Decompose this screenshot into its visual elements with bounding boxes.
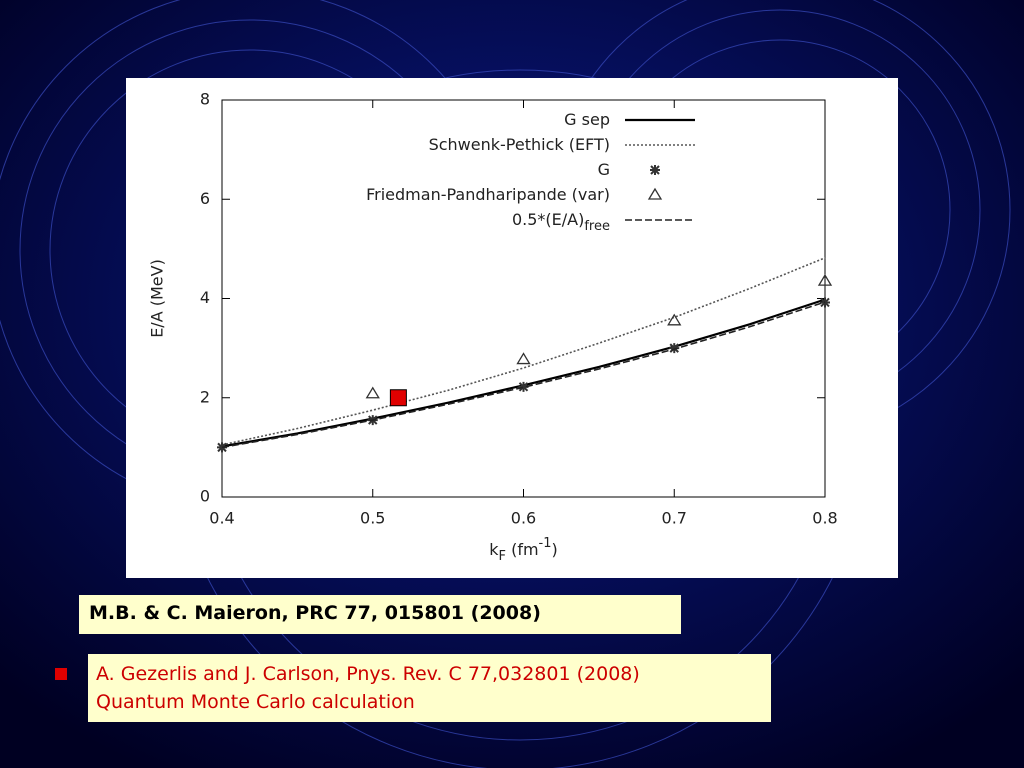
triangle-marker xyxy=(817,273,833,286)
x-tick-label: 0.8 xyxy=(812,509,837,528)
x-tick-label: 0.5 xyxy=(360,509,385,528)
chart: 0 2 4 6 8 0.4 0.5 0.6 0.7 0.8 E/A (MeV) kF (fm-1) G … xyxy=(148,90,838,564)
x-axis-title-part: k xyxy=(489,540,499,559)
legend-marker xyxy=(650,165,660,175)
y-tick-label: 6 xyxy=(200,189,210,208)
x-axis-title-part: ) xyxy=(552,540,558,559)
qmc-bullet xyxy=(55,668,67,680)
y-tick-label: 8 xyxy=(200,90,210,109)
qmc-caption-line: Quantum Monte Carlo calculation xyxy=(96,691,415,713)
x-tick-label: 0.6 xyxy=(511,509,536,528)
qmc-point xyxy=(389,389,407,407)
legend-name: G xyxy=(598,160,610,179)
x-axis-title-part: -1 xyxy=(539,536,552,551)
legend-subscript: free xyxy=(584,219,610,234)
legend-label: G xyxy=(598,160,610,179)
qmc-caption: A. Gezerlis and J. Carlson, Pnys. Rev. C… xyxy=(88,654,771,722)
triangle-marker xyxy=(667,313,682,326)
series-line xyxy=(221,257,826,446)
reference-caption: M.B. & C. Maieron, PRC 77, 015801 (2008) xyxy=(79,595,681,634)
x-axis-title-part: F xyxy=(499,549,506,564)
qmc-caption-line: A. Gezerlis and J. Carlson, Pnys. Rev. C… xyxy=(96,663,640,685)
y-axis-title: E/A (MeV) xyxy=(148,259,167,338)
triangle-marker xyxy=(516,352,531,365)
legend-label: 0.5*(E/A)free xyxy=(512,210,610,234)
chart-background xyxy=(126,78,898,578)
legend-name: Friedman-Pandharipande (var) xyxy=(366,185,610,204)
triangle-marker xyxy=(365,386,380,399)
legend-label: G sep xyxy=(564,110,610,129)
legend-name: G sep xyxy=(564,110,610,129)
y-tick-label: 4 xyxy=(200,288,210,307)
star-marker xyxy=(669,343,680,354)
legend-label: Schwenk-Pethick (EFT) xyxy=(429,135,610,154)
legend-name: 0.5*(E/A) xyxy=(512,210,584,229)
legend-name: Schwenk-Pethick (EFT) xyxy=(429,135,610,154)
x-axis-title: kF (fm-1) xyxy=(489,536,558,564)
legend-marker xyxy=(647,187,663,200)
y-tick-label: 0 xyxy=(200,487,210,506)
legend-label: Friedman-Pandharipande (var) xyxy=(366,185,610,204)
star-marker xyxy=(518,381,529,392)
y-tick-label: 2 xyxy=(200,387,210,406)
x-tick-label: 0.4 xyxy=(209,509,234,528)
x-tick-label: 0.7 xyxy=(662,509,687,528)
series-line xyxy=(221,301,826,449)
x-axis-title-part: (fm xyxy=(506,540,539,559)
